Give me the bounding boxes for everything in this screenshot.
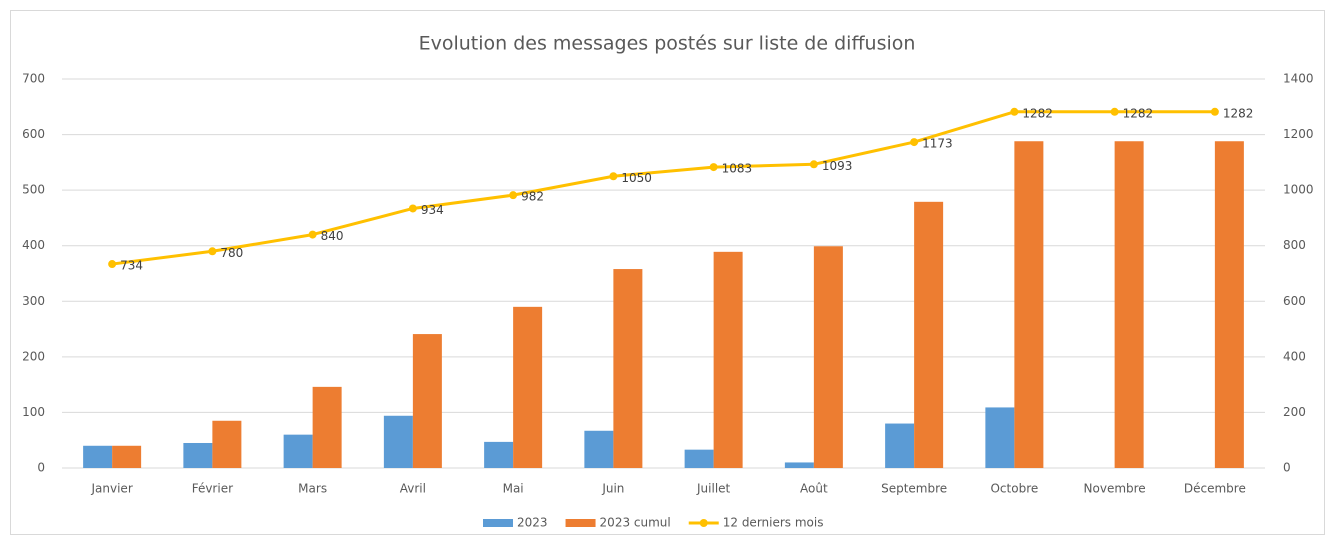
bar xyxy=(1214,141,1244,469)
y-tick-label: 500 xyxy=(22,183,45,197)
line-point xyxy=(509,191,518,200)
data-label: 1282 xyxy=(1022,106,1053,120)
y2-tick-label: 200 xyxy=(1283,405,1306,419)
y-tick-label: 600 xyxy=(22,127,45,141)
y-tick-label: 0 xyxy=(37,461,45,475)
bar xyxy=(813,246,843,468)
data-label: 1050 xyxy=(621,171,652,185)
line-point xyxy=(1210,107,1219,116)
data-label: 1083 xyxy=(722,162,753,176)
bar xyxy=(412,334,442,468)
line-point xyxy=(809,160,818,169)
y-tick-label: 400 xyxy=(22,238,45,252)
data-label: 1173 xyxy=(922,137,953,151)
x-tick-label: Novembre xyxy=(1084,482,1146,496)
x-tick-label: Août xyxy=(800,482,828,496)
line-point xyxy=(1010,107,1019,116)
data-label: 780 xyxy=(220,246,243,260)
x-tick-label: Juin xyxy=(601,482,624,496)
bar xyxy=(83,445,113,468)
bar xyxy=(1014,141,1044,469)
bar xyxy=(684,449,714,468)
legend-swatch xyxy=(565,519,596,527)
y2-tick-label: 800 xyxy=(1283,238,1306,252)
x-tick-label: Juillet xyxy=(696,482,731,496)
legend-label: 12 derniers mois xyxy=(723,516,824,530)
data-label: 1282 xyxy=(1123,106,1154,120)
data-label: 840 xyxy=(321,229,344,243)
x-tick-label: Septembre xyxy=(881,482,947,496)
line xyxy=(111,110,1215,266)
line-point xyxy=(910,138,919,147)
y-tick-label: 700 xyxy=(22,72,45,86)
bar xyxy=(484,441,514,468)
y-tick-label: 100 xyxy=(22,405,45,419)
line-point xyxy=(1110,107,1119,116)
bar xyxy=(112,445,142,468)
x-tick-label: Avril xyxy=(400,482,426,496)
x-tick-label: Janvier xyxy=(91,482,133,496)
x-tick-label: Mars xyxy=(298,482,327,496)
bar xyxy=(713,251,743,468)
bar xyxy=(613,269,643,468)
data-label: 734 xyxy=(120,259,143,273)
x-tick-label: Février xyxy=(192,482,233,496)
chart-title: Evolution des messages postés sur liste … xyxy=(419,33,916,55)
x-tick-label: Octobre xyxy=(990,482,1038,496)
legend-swatch xyxy=(483,519,513,527)
y2-tick-label: 400 xyxy=(1283,349,1306,363)
data-label: 1282 xyxy=(1223,106,1254,120)
legend-swatch xyxy=(699,519,708,527)
line-point xyxy=(609,172,618,181)
line-point xyxy=(208,247,217,256)
x-tick-label: Décembre xyxy=(1184,482,1246,496)
line-point xyxy=(308,230,317,239)
legend-label: 2023 xyxy=(517,516,548,530)
bar xyxy=(584,430,614,468)
line-point xyxy=(108,260,117,269)
y-tick-label: 200 xyxy=(22,349,45,363)
y-tick-label: 300 xyxy=(22,294,45,308)
bar xyxy=(513,306,543,468)
line-point xyxy=(408,204,417,213)
bar xyxy=(1114,141,1144,469)
bar xyxy=(914,201,944,468)
bar xyxy=(312,386,342,468)
bar xyxy=(383,415,413,468)
line-point xyxy=(709,163,718,172)
y2-tick-label: 1000 xyxy=(1283,183,1314,197)
y2-tick-label: 600 xyxy=(1283,294,1306,308)
legend-label: 2023 cumul xyxy=(600,516,671,530)
bar xyxy=(283,434,313,468)
bar xyxy=(212,420,242,468)
x-tick-label: Mai xyxy=(503,482,524,496)
data-label: 1093 xyxy=(822,159,853,173)
bar xyxy=(183,442,213,468)
data-label: 982 xyxy=(521,190,544,204)
bar xyxy=(985,407,1015,468)
y2-tick-label: 0 xyxy=(1283,461,1291,475)
y2-tick-label: 1400 xyxy=(1283,72,1314,86)
y2-tick-label: 1200 xyxy=(1283,127,1314,141)
bar xyxy=(784,462,814,468)
bar xyxy=(885,423,915,468)
data-label: 934 xyxy=(421,203,444,217)
